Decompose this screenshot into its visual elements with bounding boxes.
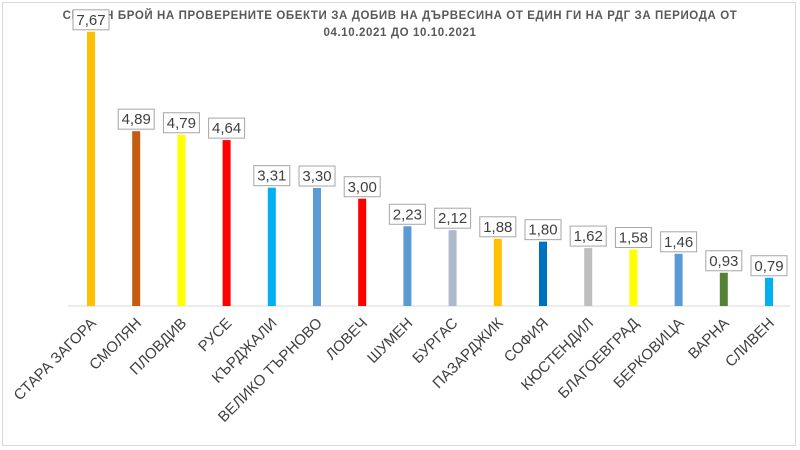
data-label: 2,12 bbox=[438, 210, 467, 227]
data-label-box bbox=[253, 165, 291, 187]
bar bbox=[674, 253, 683, 306]
data-label: 1,80 bbox=[528, 222, 557, 239]
data-label-box bbox=[434, 207, 472, 229]
category-label: ШУМЕН bbox=[364, 315, 416, 367]
data-label-box bbox=[705, 250, 743, 272]
data-label-box bbox=[72, 9, 110, 31]
data-label-box bbox=[298, 165, 336, 187]
data-label: 3,31 bbox=[257, 168, 286, 185]
data-label: 2,23 bbox=[393, 206, 422, 223]
data-label-box bbox=[388, 203, 426, 225]
data-label: 3,30 bbox=[302, 168, 331, 185]
bar bbox=[584, 248, 593, 306]
bar bbox=[222, 140, 231, 306]
category-label: БЛАГОЕВГРАД bbox=[555, 315, 642, 402]
chart-title: СРЕДЕН БРОЙ НА ПРОВЕРЕНИТЕ ОБЕКТИ ЗА ДОБ… bbox=[0, 8, 800, 42]
bar bbox=[448, 230, 457, 306]
data-label-box bbox=[614, 227, 652, 249]
data-label: 4,64 bbox=[212, 120, 241, 137]
data-label-box bbox=[117, 108, 155, 130]
data-label: 1,58 bbox=[619, 230, 648, 247]
bar bbox=[358, 198, 367, 306]
bar bbox=[87, 31, 95, 307]
category-label: РУСЕ bbox=[195, 315, 235, 355]
chart-title-line-1: СРЕДЕН БРОЙ НА ПРОВЕРЕНИТЕ ОБЕКТИ ЗА ДОБ… bbox=[62, 10, 738, 22]
chart-frame bbox=[2, 2, 796, 446]
bar bbox=[719, 272, 728, 306]
data-label: 1,62 bbox=[574, 228, 603, 245]
data-label-box bbox=[750, 255, 788, 277]
data-label: 7,67 bbox=[76, 12, 105, 29]
data-label-box bbox=[208, 117, 246, 139]
bar bbox=[765, 277, 773, 306]
category-label: СЛИВЕН bbox=[722, 315, 778, 371]
data-label: 4,79 bbox=[167, 115, 196, 132]
bar bbox=[132, 131, 141, 306]
data-label-box bbox=[479, 216, 517, 238]
data-label-box bbox=[569, 225, 607, 247]
bar bbox=[493, 238, 502, 306]
data-label: 1,88 bbox=[483, 219, 512, 236]
bar bbox=[403, 226, 412, 306]
bar bbox=[313, 188, 321, 306]
category-label: СТАРА ЗАГОРА bbox=[11, 315, 100, 404]
data-label: 0,79 bbox=[754, 258, 783, 275]
data-label: 0,93 bbox=[709, 253, 738, 270]
data-label-box bbox=[524, 219, 562, 241]
bar bbox=[629, 249, 638, 306]
data-label-box bbox=[162, 112, 200, 134]
data-label-box bbox=[660, 231, 698, 253]
chart-title-line-2: 04.10.2021 ДО 10.10.2021 bbox=[323, 27, 477, 39]
category-label: ЛОВЕЧ bbox=[323, 315, 371, 363]
data-label: 3,00 bbox=[348, 179, 377, 196]
bar bbox=[539, 241, 547, 306]
data-label: 1,46 bbox=[664, 234, 693, 251]
data-label: 4,89 bbox=[122, 111, 151, 128]
bar bbox=[177, 134, 186, 306]
data-label-box bbox=[343, 176, 381, 198]
bar bbox=[267, 187, 276, 306]
